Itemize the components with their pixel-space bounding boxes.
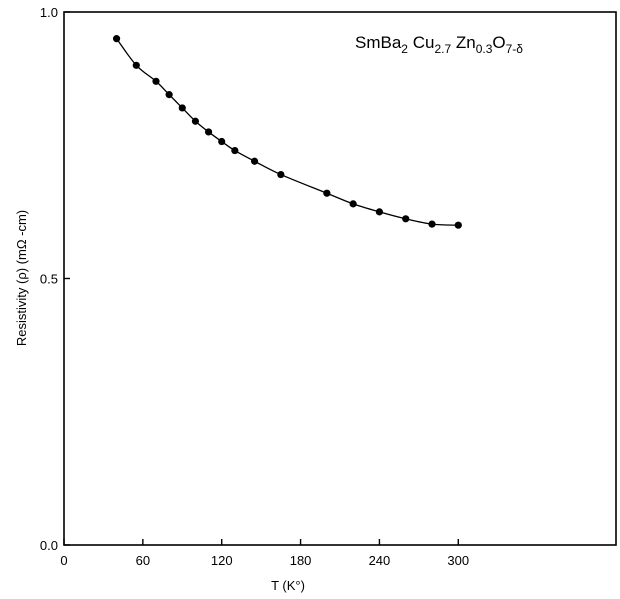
data-point <box>277 170 285 179</box>
data-point <box>152 77 160 85</box>
y-axis-label: Resistivity (ρ) (mΩ -cm) <box>14 210 29 346</box>
x-tick-label: 240 <box>369 553 391 568</box>
x-tick-label: 60 <box>136 553 150 568</box>
data-point <box>454 221 462 229</box>
data-point <box>165 91 173 99</box>
plot-frame <box>63 11 617 546</box>
x-tick-label: 300 <box>447 553 469 568</box>
data-point <box>402 215 410 223</box>
data-point <box>112 35 121 43</box>
data-point <box>428 220 436 228</box>
data-point <box>178 104 186 112</box>
fit-curve <box>116 38 459 226</box>
data-point <box>218 137 226 146</box>
data-point <box>231 146 239 155</box>
data-point <box>250 157 259 165</box>
x-tick-label: 0 <box>60 553 67 568</box>
x-tick-label: 120 <box>211 553 233 568</box>
data-point <box>191 117 200 125</box>
data-point <box>323 189 331 197</box>
data-point <box>349 200 357 208</box>
y-tick-label: 0.0 <box>40 538 58 553</box>
data-points <box>112 35 462 229</box>
data-point <box>132 61 140 69</box>
chart-title: SmBa2 Cu2.7 Zn0.3O7-δ <box>355 33 523 56</box>
axis-ticks: 0 60 120 180 240 300 0.0 0.5 1.0 <box>40 5 469 568</box>
data-point <box>204 128 213 136</box>
y-tick-label: 0.5 <box>40 272 58 287</box>
data-point <box>375 208 384 216</box>
x-axis-label: T (K°) <box>271 578 305 593</box>
x-tick-label: 180 <box>290 553 312 568</box>
y-tick-label: 1.0 <box>40 5 58 20</box>
